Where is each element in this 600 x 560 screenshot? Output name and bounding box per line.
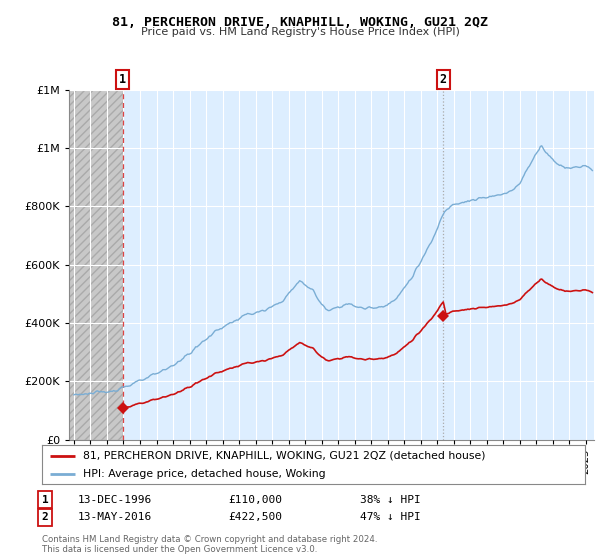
Text: 81, PERCHERON DRIVE, KNAPHILL, WOKING, GU21 2QZ (detached house): 81, PERCHERON DRIVE, KNAPHILL, WOKING, G… bbox=[83, 451, 485, 461]
Text: Contains HM Land Registry data © Crown copyright and database right 2024.
This d: Contains HM Land Registry data © Crown c… bbox=[42, 535, 377, 554]
Bar bbox=[69, 90, 123, 440]
Text: 13-MAY-2016: 13-MAY-2016 bbox=[78, 512, 152, 522]
Text: 2: 2 bbox=[41, 512, 49, 522]
Text: 1: 1 bbox=[41, 494, 49, 505]
Text: £110,000: £110,000 bbox=[228, 494, 282, 505]
Text: 81, PERCHERON DRIVE, KNAPHILL, WOKING, GU21 2QZ: 81, PERCHERON DRIVE, KNAPHILL, WOKING, G… bbox=[112, 16, 488, 29]
Text: 2: 2 bbox=[440, 73, 447, 86]
Text: £422,500: £422,500 bbox=[228, 512, 282, 522]
Text: HPI: Average price, detached house, Woking: HPI: Average price, detached house, Woki… bbox=[83, 469, 325, 479]
Text: 47% ↓ HPI: 47% ↓ HPI bbox=[360, 512, 421, 522]
Text: Price paid vs. HM Land Registry's House Price Index (HPI): Price paid vs. HM Land Registry's House … bbox=[140, 27, 460, 37]
Text: 13-DEC-1996: 13-DEC-1996 bbox=[78, 494, 152, 505]
Text: 1: 1 bbox=[119, 73, 127, 86]
Text: 38% ↓ HPI: 38% ↓ HPI bbox=[360, 494, 421, 505]
